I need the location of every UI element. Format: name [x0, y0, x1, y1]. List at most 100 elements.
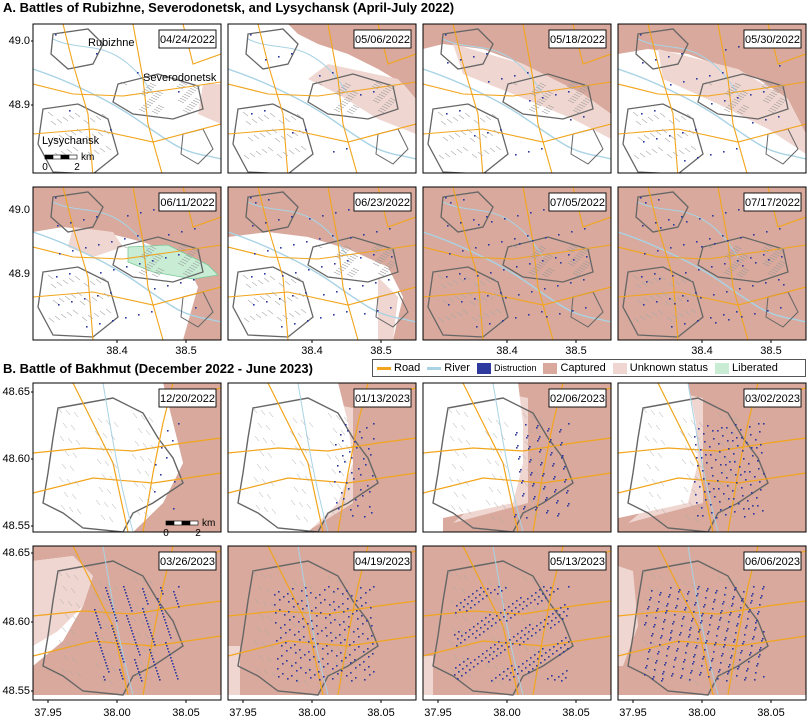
severodonetsk-map-panel-6: 06/23/2022: [227, 186, 417, 341]
section-b-x-tick-label: 38.05: [757, 707, 785, 719]
place-label-rubizhne: Rubizhne: [88, 37, 134, 49]
section-b-x-tick-label: 37.95: [619, 707, 647, 719]
bakhmut-map-panel-6: 04/19/2023: [227, 545, 417, 701]
date-label-box: [158, 551, 217, 571]
date-label-box: [158, 388, 217, 408]
section-b-y-tick-label: 48.60: [2, 616, 30, 628]
section-a-title: A. Battles of Rubizhne, Severodonetsk, a…: [3, 0, 454, 15]
legend-swatch: [427, 366, 442, 370]
section-a-x-tick-label: 38.5: [760, 345, 781, 357]
legend-swatch: [543, 362, 558, 374]
section-b-x-tick-label: 38.00: [493, 707, 521, 719]
section-a-y-tick-label: 48.9: [9, 268, 30, 280]
scale-bar-start: 0: [163, 528, 169, 539]
bakhmut-map-panel-1: 12/20/2022 0 2km: [32, 382, 222, 539]
panel-date-label: 05/30/2022: [745, 34, 800, 46]
legend-item-liberated: Liberated: [715, 362, 778, 374]
legend-label: Liberated: [732, 362, 778, 374]
severodonetsk-map-panel-1: 04/24/2022 Rubizhne Severodonetsk Lysychans…: [32, 23, 222, 174]
section-b-y-tick-label: 48.60: [2, 453, 30, 465]
section-a-x-tick-label: 38.4: [691, 345, 712, 357]
panel-date-label: 06/11/2022: [160, 197, 214, 209]
legend-label: Captured: [560, 362, 606, 374]
scale-bar: 0 2km: [42, 152, 94, 173]
map-legend: Road River Distruction Captured Unknown stat…: [372, 359, 806, 377]
legend-item-river: River: [427, 362, 470, 374]
date-label-box: [548, 192, 607, 212]
legend-swatch: [715, 362, 730, 374]
section-a-x-tick-label: 38.5: [370, 345, 391, 357]
legend-label: Distruction: [493, 363, 537, 373]
scale-bar: 0 2km: [163, 518, 215, 539]
section-b-title: B. Battle of Bakhmut (December 2022 - Ju…: [3, 361, 313, 376]
section-b-y-tick-label: 48.55: [2, 685, 30, 697]
date-label-box: [743, 192, 802, 212]
date-label-box: [743, 551, 802, 571]
section-a-x-tick-label: 38.4: [496, 345, 517, 357]
severodonetsk-map-panel-4: 05/30/2022: [617, 23, 807, 174]
section-a-x-tick-label: 38.4: [301, 345, 322, 357]
date-label-box: [158, 192, 217, 212]
panel-date-label: 04/24/2022: [160, 34, 215, 46]
section-a-y-tick-label: 49.0: [9, 35, 30, 47]
place-label-severodonetsk: Severodonetsk: [143, 72, 217, 84]
section-a-x-tick-label: 38.5: [565, 345, 586, 357]
panel-date-label: 01/13/2023: [355, 393, 410, 405]
panel-date-label: 07/17/2022: [745, 197, 800, 209]
panel-date-label: 04/19/2023: [355, 556, 410, 568]
date-label-box: [158, 29, 217, 49]
legend-swatch: [377, 366, 391, 370]
severodonetsk-map-panel-3: 05/18/2022: [422, 23, 612, 174]
section-b-x-tick-label: 38.05: [562, 707, 590, 719]
legend-swatch: [476, 362, 491, 374]
section-a-x-tick-label: 38.4: [106, 345, 127, 357]
panel-date-label: 06/23/2022: [355, 197, 410, 209]
legend-item-unknown-status: Unknown status: [612, 362, 709, 374]
legend-item-road: Road: [377, 362, 420, 374]
section-b-x-tick-label: 38.00: [298, 707, 326, 719]
panel-date-label: 05/06/2022: [355, 34, 410, 46]
section-b-x-tick-label: 37.95: [229, 707, 257, 719]
bakhmut-map-panel-7: 05/13/2023: [422, 545, 612, 701]
legend-label: River: [444, 362, 470, 374]
legend-label: Unknown status: [629, 362, 709, 374]
date-label-box: [548, 29, 607, 49]
section-b-y-tick-label: 48.65: [2, 386, 30, 398]
severodonetsk-map-panel-2: 05/06/2022: [227, 23, 417, 174]
section-b-x-tick-label: 37.95: [34, 707, 62, 719]
date-label-box: [743, 388, 802, 408]
date-label-box: [353, 388, 412, 408]
date-label-box: [353, 551, 412, 571]
panel-date-label: 05/18/2022: [550, 34, 605, 46]
panel-date-label: 06/06/2023: [745, 556, 800, 568]
scale-bar-end: 2: [74, 162, 80, 173]
section-a-y-tick-label: 48.9: [9, 99, 30, 111]
bakhmut-map-panel-2: 01/13/2023: [227, 382, 417, 533]
legend-swatch: [612, 362, 627, 374]
scale-bar-end: 2: [195, 528, 201, 539]
date-label-box: [743, 29, 802, 49]
date-label-box: [353, 29, 412, 49]
place-label-lysychansk: Lysychansk: [42, 135, 100, 147]
severodonetsk-map-panel-8: 07/17/2022: [617, 186, 807, 341]
date-label-box: [548, 388, 607, 408]
bakhmut-map-panel-5: 03/26/2023: [32, 545, 222, 701]
severodonetsk-map-panel-7: 07/05/2022: [422, 186, 612, 341]
legend-item-distruction: Distruction: [476, 362, 537, 374]
panel-date-label: 02/06/2023: [550, 393, 605, 405]
scale-bar-unit: km: [202, 518, 215, 529]
legend-label: Road: [394, 362, 421, 374]
severodonetsk-map-panel-5: 06/11/2022: [32, 186, 222, 341]
section-b-x-tick-label: 38.00: [688, 707, 716, 719]
scale-bar-start: 0: [42, 162, 48, 173]
section-b-x-tick-label: 37.95: [424, 707, 452, 719]
panel-date-label: 03/26/2023: [160, 556, 215, 568]
scale-bar-unit: km: [81, 152, 94, 163]
section-b-x-tick-label: 38.05: [367, 707, 395, 719]
panel-date-label: 07/05/2022: [550, 197, 605, 209]
panel-date-label: 03/02/2023: [745, 393, 800, 405]
section-a-x-tick-label: 38.5: [175, 345, 196, 357]
bakhmut-map-panel-4: 03/02/2023: [617, 382, 807, 533]
